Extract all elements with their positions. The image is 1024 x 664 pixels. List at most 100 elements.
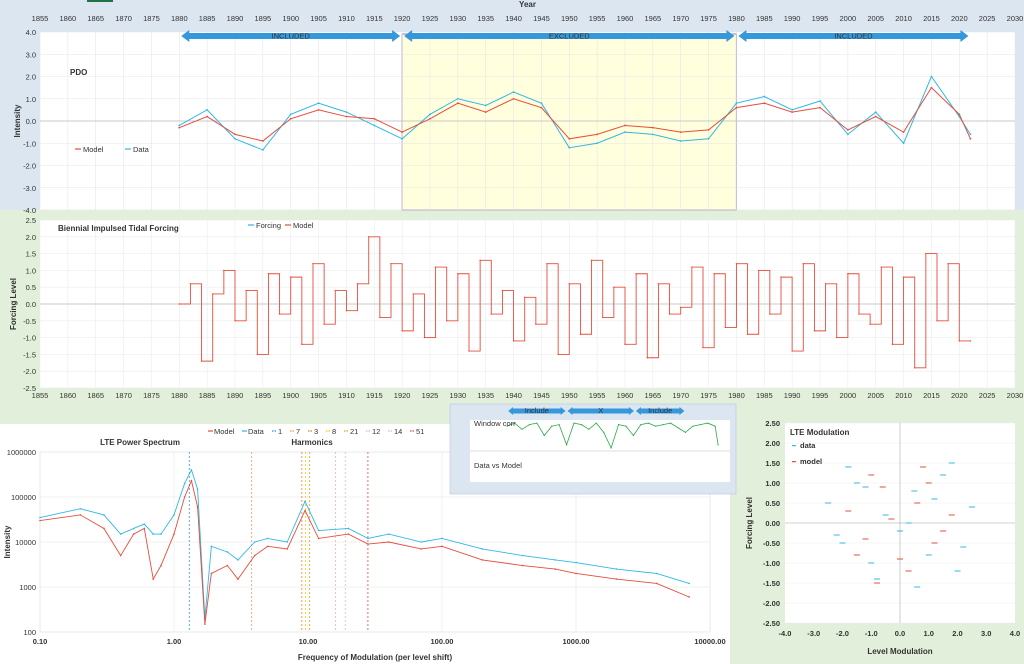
modulation-legend-entry: model xyxy=(800,457,822,466)
spectrum-legend-entry: 14 xyxy=(394,427,402,436)
pdo-y-tick-label: 1.0 xyxy=(26,95,36,104)
modulation-point-data xyxy=(897,530,903,532)
forcing-x-tick-label: 1975 xyxy=(700,391,717,400)
spectrum-point-model xyxy=(204,623,206,625)
forcing-x-tick-label: 1880 xyxy=(171,391,188,400)
pdo-point-data xyxy=(484,104,487,107)
spectrum-point-model xyxy=(237,578,239,580)
forcing-point-model xyxy=(880,266,882,268)
spectrum-point-model xyxy=(575,572,577,575)
window-corr-point xyxy=(707,422,709,424)
spectrum-point-model xyxy=(441,545,443,548)
forcing-y-tick-label: 2.0 xyxy=(26,233,36,242)
forcing-point-model xyxy=(613,286,615,288)
modulation-point-model xyxy=(905,570,912,572)
spectrum-point-data xyxy=(152,533,155,535)
modulation-x-tick-label: 2.0 xyxy=(952,629,962,638)
modulation-x-tick-label: 3.0 xyxy=(981,629,991,638)
forcing-series-model xyxy=(179,236,971,369)
window-corr-series xyxy=(506,422,719,449)
forcing-y-tick-label: 1.5 xyxy=(26,250,36,259)
forcing-x-tick-label: 1925 xyxy=(422,391,439,400)
forcing-x-tick-label: 2015 xyxy=(923,391,940,400)
spectrum-point-data xyxy=(441,537,443,540)
spectrum-point-model xyxy=(210,572,213,575)
spectrum-x-axis-label: Frequency of Modulation (per level shift… xyxy=(298,653,453,662)
forcing-point-model xyxy=(769,313,771,315)
spectrum-point-model xyxy=(481,559,484,561)
spectrum-point-data xyxy=(119,533,122,535)
modulation-y-tick-label: -1.00 xyxy=(763,559,780,568)
spectrum-point-data xyxy=(554,559,557,561)
modulation-point-model xyxy=(853,554,860,556)
forcing-point-model xyxy=(479,259,481,262)
forcing-x-tick-label: 1900 xyxy=(282,391,299,400)
forcing-x-tick-label: 1940 xyxy=(505,391,522,400)
pdo-x-tick-label: 2010 xyxy=(895,14,912,23)
pdo-point-model xyxy=(874,115,877,118)
excel-tab-bar[interactable] xyxy=(87,0,113,2)
spectrum-point-model xyxy=(655,582,658,585)
spectrum-point-data xyxy=(575,561,577,564)
forcing-x-tick-label: 1895 xyxy=(255,391,272,400)
forcing-point-model xyxy=(836,336,838,339)
pdo-point-model xyxy=(317,108,320,111)
modulation-point-model xyxy=(914,502,921,504)
pdo-x-tick-label: 2015 xyxy=(923,14,940,23)
modulation-point-model xyxy=(920,466,926,468)
region-label-1: EXCLUDED xyxy=(549,32,590,41)
forcing-point-model xyxy=(423,336,426,339)
forcing-point-model xyxy=(356,283,359,285)
modulation-point-data xyxy=(862,486,869,488)
window-corr-point xyxy=(617,424,620,426)
forcing-point-model xyxy=(925,252,927,255)
pdo-point-model xyxy=(512,97,515,100)
modulation-y-tick-label: 0.50 xyxy=(765,499,780,508)
modulation-y-tick-label: 0.00 xyxy=(765,519,780,528)
forcing-x-tick-label: 1965 xyxy=(645,391,662,400)
forcing-x-tick-label: 1980 xyxy=(728,391,745,400)
forcing-y-tick-label: -2.5 xyxy=(23,384,36,393)
spectrum-point-data xyxy=(103,514,105,516)
forcing-point-model xyxy=(278,313,281,315)
forcing-point-model xyxy=(657,283,660,285)
forcing-point-model xyxy=(958,340,960,342)
pdo-point-data xyxy=(846,133,849,136)
pdo-point-model xyxy=(651,126,654,129)
spectrum-legend-entry: 21 xyxy=(350,427,358,436)
spectrum-point-model xyxy=(103,527,105,530)
window-corr-point xyxy=(565,444,568,446)
pdo-x-tick-label: 1975 xyxy=(700,14,717,23)
spectrum-point-data xyxy=(420,541,423,543)
pdo-point-model xyxy=(763,102,766,105)
forcing-point-model xyxy=(368,236,370,238)
modulation-point-data xyxy=(954,570,961,572)
spectrum-y-tick-label: 100000 xyxy=(11,493,36,502)
window-corr-point xyxy=(677,427,679,429)
forcing-point-model xyxy=(345,310,348,312)
spectrum-point-model xyxy=(266,545,269,548)
modulation-y-tick-label: -2.50 xyxy=(763,619,780,628)
modulation-y-tick-label: -1.50 xyxy=(763,579,780,588)
pdo-point-model xyxy=(234,133,236,136)
spectrum-point-model xyxy=(79,514,82,516)
forcing-x-tick-label: 1995 xyxy=(812,391,829,400)
forcing-y-tick-label: 0.0 xyxy=(26,300,36,309)
pdo-x-tick-label: 1885 xyxy=(199,14,216,23)
pdo-chart: 1855 1860 1865 1870 1875 1880 1885 1890 1895 1900… xyxy=(13,0,1023,215)
modulation-point-model xyxy=(948,514,955,516)
pdo-point-data xyxy=(512,91,515,93)
pdo-y-tick-label: -3.0 xyxy=(23,184,36,193)
forcing-point-model xyxy=(746,333,749,335)
forcing-point-model xyxy=(858,313,860,315)
forcing-point-model xyxy=(290,276,292,278)
forcing-point-model xyxy=(312,262,314,265)
forcing-point-model xyxy=(535,323,537,325)
pdo-series-data xyxy=(179,75,971,151)
modulation-y-axis-label: Forcing Level xyxy=(745,497,754,549)
modulation-point-data xyxy=(874,578,880,580)
spectrum-point-model xyxy=(119,554,122,557)
modulation-point-data xyxy=(882,514,889,516)
pdo-point-model xyxy=(373,117,376,120)
pdo-point-data xyxy=(707,137,710,140)
